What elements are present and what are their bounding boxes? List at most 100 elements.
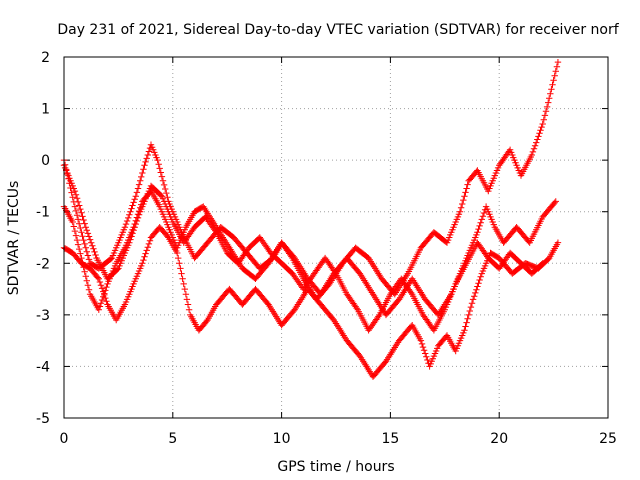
chart-title: Day 231 of 2021, Sidereal Day-to-day VTE… xyxy=(57,22,619,38)
data-point xyxy=(551,72,558,79)
data-point xyxy=(78,229,85,236)
data-point xyxy=(85,256,93,263)
data-point xyxy=(134,214,142,222)
y-tick-label: 2 xyxy=(41,50,50,66)
data-point xyxy=(331,268,339,276)
data-point xyxy=(69,218,76,226)
data-point xyxy=(533,139,540,146)
data-point xyxy=(477,273,484,280)
data-point xyxy=(480,209,488,217)
data-point xyxy=(546,95,553,102)
data-point xyxy=(137,177,144,184)
data-point xyxy=(212,227,219,234)
data-point xyxy=(140,256,147,264)
x-tick-label: 5 xyxy=(168,431,177,447)
data-points xyxy=(60,58,562,380)
x-axis-label: GPS time / hours xyxy=(277,459,394,475)
data-point xyxy=(420,347,428,354)
data-point xyxy=(535,133,542,140)
data-point xyxy=(89,242,96,249)
data-point xyxy=(158,173,166,180)
data-point xyxy=(126,239,133,246)
data-point xyxy=(80,236,87,244)
data-point xyxy=(129,202,136,209)
data-point xyxy=(534,136,541,143)
data-point xyxy=(540,116,547,123)
data-point xyxy=(123,217,131,225)
series-track-d xyxy=(60,162,546,334)
data-point xyxy=(156,165,163,172)
data-point xyxy=(468,300,476,307)
data-point xyxy=(471,293,478,300)
data-point xyxy=(135,181,143,188)
data-point xyxy=(96,303,104,310)
data-point xyxy=(548,86,555,93)
data-point xyxy=(530,145,538,152)
data-point xyxy=(146,237,154,244)
data-point xyxy=(538,123,545,131)
y-tick-labels: -5 -4 -3 -2 -1 0 1 2 xyxy=(36,50,50,427)
data-point xyxy=(72,207,80,215)
data-point xyxy=(529,148,537,156)
data-point xyxy=(177,265,184,272)
data-point xyxy=(142,250,149,257)
data-point xyxy=(182,291,190,298)
data-point xyxy=(141,253,148,260)
data-point xyxy=(543,103,551,111)
data-point xyxy=(139,169,146,177)
data-point xyxy=(554,58,562,66)
data-point xyxy=(84,282,92,289)
data-point xyxy=(130,227,137,234)
data-point xyxy=(549,81,556,88)
data-point xyxy=(84,230,92,237)
data-point xyxy=(101,291,108,299)
data-point xyxy=(553,63,561,70)
data-point xyxy=(76,202,83,209)
data-point xyxy=(550,77,557,84)
data-point xyxy=(97,300,105,307)
data-point xyxy=(417,337,425,344)
data-point xyxy=(133,217,141,225)
data-point xyxy=(461,327,468,334)
data-point xyxy=(100,288,107,295)
data-point xyxy=(139,260,146,267)
data-point xyxy=(96,278,104,286)
data-point xyxy=(539,120,546,128)
data-point xyxy=(83,277,90,284)
data-point xyxy=(477,219,484,226)
data-point xyxy=(145,148,153,155)
data-point xyxy=(88,239,95,246)
data-point xyxy=(419,343,427,351)
data-point xyxy=(475,225,482,233)
data-point xyxy=(181,285,188,293)
y-tick-label: -2 xyxy=(36,256,50,272)
data-point xyxy=(78,209,85,216)
data-point xyxy=(469,296,477,303)
data-point xyxy=(463,319,470,326)
data-point xyxy=(80,216,87,224)
data-point xyxy=(545,99,552,106)
data-point xyxy=(98,285,106,292)
data-point xyxy=(141,162,148,169)
x-tick-label: 20 xyxy=(490,431,508,447)
data-point xyxy=(84,252,92,259)
data-point xyxy=(70,223,77,230)
data-point xyxy=(127,208,134,215)
data-point xyxy=(77,205,84,213)
data-point xyxy=(140,166,147,173)
data-point xyxy=(82,273,89,280)
data-point xyxy=(537,127,544,134)
data-point xyxy=(466,307,473,315)
data-point xyxy=(178,270,185,277)
x-tick-label: 0 xyxy=(60,431,69,447)
data-point xyxy=(465,311,472,319)
data-point xyxy=(72,232,80,239)
data-point xyxy=(536,130,543,137)
data-point xyxy=(407,289,415,296)
data-point xyxy=(71,227,79,235)
data-point xyxy=(91,248,98,256)
data-point xyxy=(423,353,430,360)
data-point xyxy=(90,245,97,252)
data-point xyxy=(185,306,193,313)
data-point xyxy=(157,192,164,199)
